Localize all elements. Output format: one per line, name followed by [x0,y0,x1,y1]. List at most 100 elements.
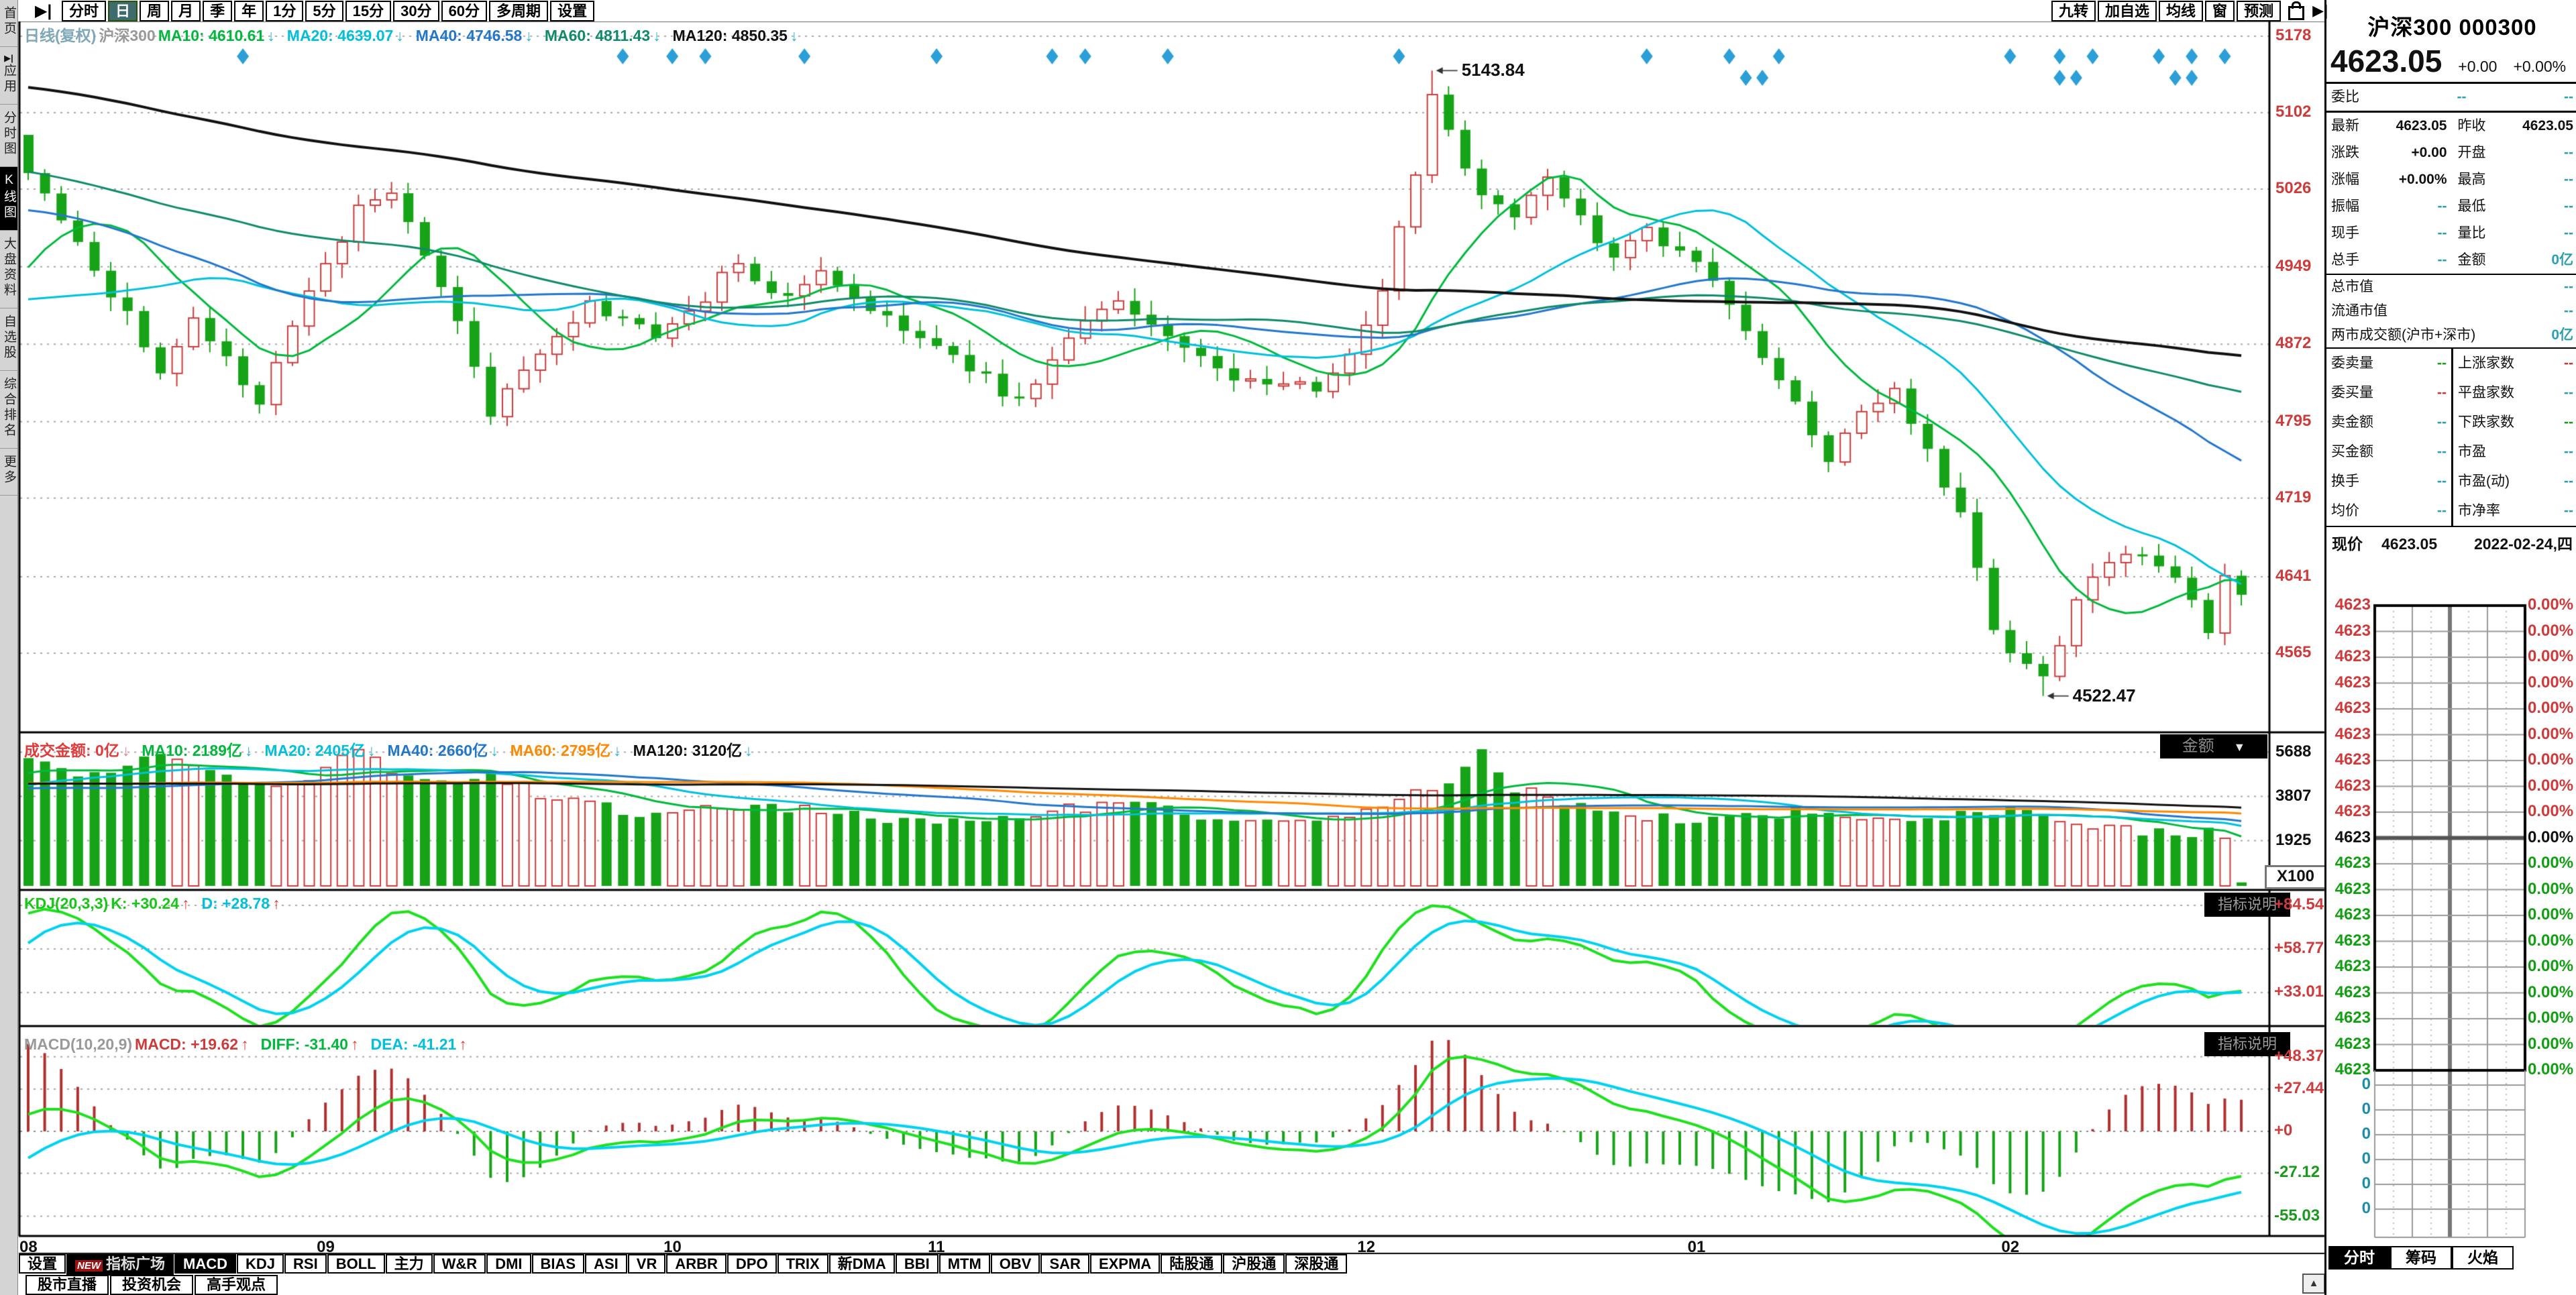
period-button-季[interactable]: 季 [203,1,233,21]
sidebar-item-更多[interactable]: 更多 [0,449,17,496]
lock-icon[interactable] [2288,1,2305,20]
tab-indicator-SAR[interactable]: SAR [1040,1254,1089,1274]
macd-axis-label: +27.44 [2274,1078,2324,1097]
field-value: -- [2564,444,2573,459]
tab-indicator-plaza[interactable]: NEW 指标广场 [66,1254,174,1276]
period-button-日[interactable]: 日 [108,1,138,21]
field-label: 量比 [2457,225,2486,241]
period-button-1分[interactable]: 1分 [266,1,304,21]
tab-indicator-RSI[interactable]: RSI [284,1254,327,1274]
volume-pane-header: 成交金额: 0亿 ↓ MA10: 2189亿 ↓ MA20: 2405亿 ↓ MA40: 2… [24,738,765,761]
field-label: 总市值 [2331,279,2373,294]
tab-indicator-TRIX[interactable]: TRIX [777,1254,828,1274]
quote-pair-row: 现手 -- 量比 -- [2326,220,2576,247]
tab-indicator-KDJ[interactable]: KDJ [237,1254,284,1274]
tab-indicator-EXPMA[interactable]: EXPMA [1089,1254,1161,1274]
sidebar-item-自选股[interactable]: 自选股 [0,308,17,371]
macd-axis-label: -27.12 [2274,1163,2320,1182]
macd-axis-label: +0 [2274,1121,2293,1139]
ladder-pct-label: 0.00% [2528,982,2574,1001]
trend-arrow-icon: ↑ [181,895,190,912]
field-label: 涨跌 [2331,145,2359,160]
period-button-30分[interactable]: 30分 [393,1,439,21]
tab-indicator-DMI[interactable]: DMI [486,1254,531,1274]
current-price-label: 现价 [2332,535,2363,553]
toolbar-button-窗[interactable]: 窗 [2205,1,2235,21]
period-button-年[interactable]: 年 [234,1,264,21]
ladder-price-label: 4623 [2334,647,2371,665]
header-segment: 成交金额: 0亿 [24,742,119,759]
ladder-price-label: 4623 [2334,699,2371,717]
ladder-price-label: 4623 [2334,673,2371,691]
period-button-多周期[interactable]: 多周期 [489,1,549,21]
month-label-08: 08 [19,1238,38,1256]
link-股市直播[interactable]: 股市直播 [25,1275,109,1295]
sidebar-item-综合排名[interactable]: 综合排名 [0,371,17,449]
panel-tab-筹码[interactable]: 筹码 [2390,1246,2452,1270]
period-button-分时[interactable]: 分时 [62,1,107,21]
period-button-15分[interactable]: 15分 [345,1,392,21]
panel-collapse-icon[interactable]: ▶| [2312,2,2328,19]
tab-indicator-BOLL[interactable]: BOLL [327,1254,385,1274]
tab-indicator-BBI[interactable]: BBI [895,1254,938,1274]
ladder-price-label: 4623 [2334,1060,2371,1078]
sidebar-item-K线图[interactable]: K线图 [0,167,17,231]
sidebar-collapse-icon[interactable]: ▶| [35,2,52,20]
sidebar-item-大盘资料[interactable]: 大盘资料 [0,231,17,308]
sidebar-item-首页[interactable]: 首页 [0,0,17,47]
panel-tab-火焰[interactable]: 火焰 [2452,1246,2514,1270]
tab-indicator-沪股通[interactable]: 沪股通 [1223,1254,1285,1274]
sidebar-item-应用[interactable]: ▶| 应用 [0,47,17,105]
trend-arrow-icon: ↑ [272,895,280,912]
period-button-60分[interactable]: 60分 [441,1,488,21]
toolbar-button-九转[interactable]: 九转 [2051,1,2096,21]
toolbar-button-预测[interactable]: 预测 [2237,1,2282,21]
link-投资机会[interactable]: 投资机会 [110,1275,194,1295]
quote-col-row: 市净率 -- [2453,496,2576,526]
tab-indicator-ARBR[interactable]: ARBR [666,1254,727,1274]
macd-indicator-note-button[interactable]: 指标说明 [2204,1032,2290,1056]
field-label: 市盈(动) [2458,473,2510,489]
link-高手观点[interactable]: 高手观点 [195,1275,278,1295]
ladder-price-label: 4623 [2334,1009,2371,1027]
kdj-indicator-note-button[interactable]: 指标说明 [2204,893,2290,917]
tab-indicator-新DMA[interactable]: 新DMA [828,1254,895,1274]
tab-indicator-ASI[interactable]: ASI [585,1254,627,1274]
header-segment: MA20: 2405亿 [264,742,365,759]
quote-col-row: 下跌家数 -- [2453,408,2576,437]
amount-dropdown[interactable]: 金额 ▼ [2160,734,2267,758]
quote-price-row: 4623.05 +0.00 +0.00% [2326,42,2576,82]
trend-arrow-icon: ↓ [490,742,498,759]
ladder-pct-label: 0.00% [2528,724,2574,743]
period-button-月[interactable]: 月 [171,1,201,21]
panel-tab-分时[interactable]: 分时 [2328,1246,2390,1270]
toolbar-button-加自选[interactable]: 加自选 [2098,1,2157,21]
price-axis-label: 4719 [2275,488,2312,506]
tab-indicator-MTM[interactable]: MTM [938,1254,990,1274]
sidebar-item-label: K线图 [2,173,16,221]
ladder-price-label: 4623 [2334,879,2371,898]
period-button-周[interactable]: 周 [140,1,170,21]
tab-indicator-深股通[interactable]: 深股通 [1285,1254,1348,1274]
toolbar-button-均线[interactable]: 均线 [2159,1,2204,21]
field-label: 平盘家数 [2458,385,2514,400]
field-label: 市盈 [2458,444,2486,459]
tab-indicator-BIAS[interactable]: BIAS [531,1254,585,1274]
tab-indicator-MACD[interactable]: MACD [174,1254,237,1274]
scroll-up-icon[interactable]: ▲ [2302,1274,2325,1294]
ladder-pct-label: 0.00% [2528,1009,2574,1027]
tab-indicator-陆股通[interactable]: 陆股通 [1161,1254,1223,1274]
header-segment: MACD(10,20,9) [24,1035,133,1053]
period-button-设置[interactable]: 设置 [550,1,595,21]
tab-indicator-W&R[interactable]: W&R [433,1254,486,1274]
tab-indicator-VR[interactable]: VR [627,1254,666,1274]
quote-pair-row: 最新 4623.05 昨收 4623.05 [2326,113,2576,139]
period-button-5分[interactable]: 5分 [305,1,343,21]
tab-indicator-DPO[interactable]: DPO [727,1254,777,1274]
tab-indicator-主力[interactable]: 主力 [385,1254,433,1274]
sidebar-item-分时图[interactable]: 分时图 [0,105,17,167]
tab-indicator-OBV[interactable]: OBV [990,1254,1040,1274]
header-segment: DEA: -41.21 [370,1035,457,1053]
tab-indicator-设置[interactable]: 设置 [19,1254,66,1274]
